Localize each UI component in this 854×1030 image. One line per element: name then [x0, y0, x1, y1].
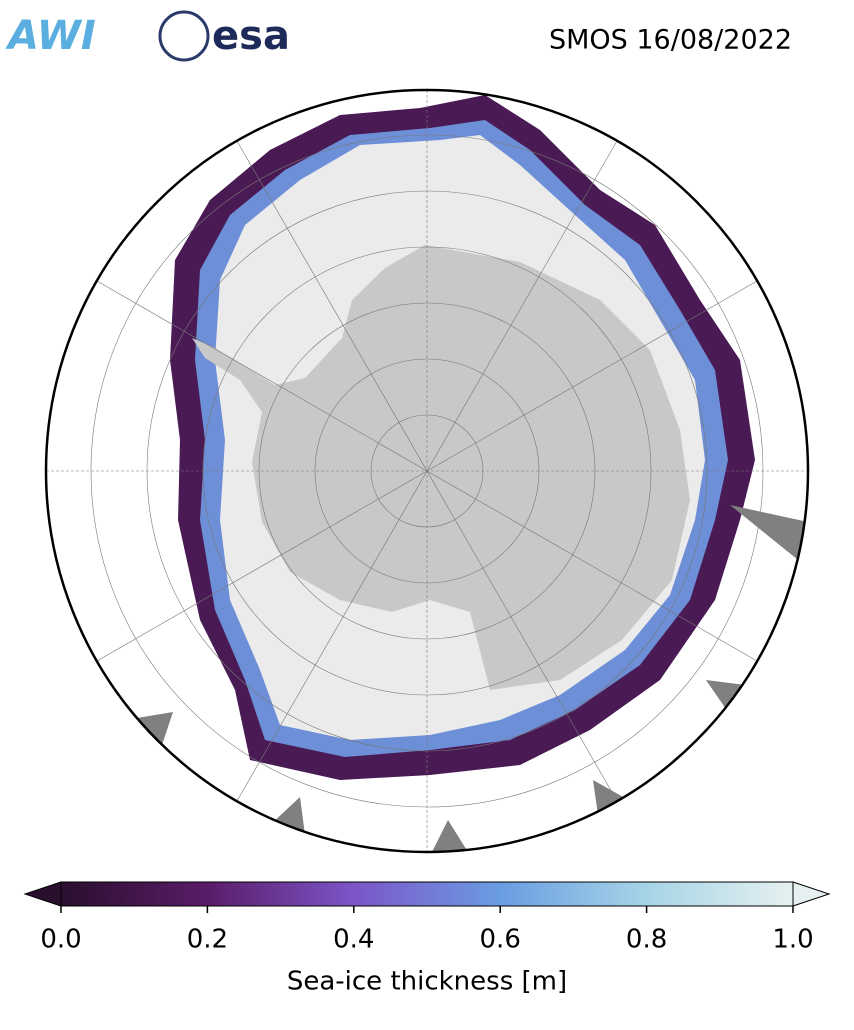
awi-logo: AWI — [5, 13, 96, 59]
colorbar-tick-label: 0.6 — [480, 925, 521, 955]
colorbar-body — [60, 881, 794, 907]
colorbar-tick-label: 1.0 — [772, 925, 813, 955]
map-frame — [44, 88, 810, 854]
colorbar-tick-label: 0.4 — [333, 925, 374, 955]
colorbar: 0.0 0.2 0.4 0.6 0.8 1.0 — [23, 881, 831, 955]
esa-emblem — [158, 10, 210, 62]
colorbar-extend-low — [23, 881, 62, 907]
antarctica — [192, 245, 690, 690]
colorbar-tick-label: 0.8 — [626, 925, 667, 955]
map — [46, 90, 808, 852]
esa-logo: esa — [212, 13, 290, 59]
map-title: SMOS 16/08/2022 — [549, 25, 792, 56]
no-data-wedges — [137, 505, 808, 852]
colorbar-tick-label: 0.2 — [187, 925, 228, 955]
colorbar-tick-label: 0.0 — [40, 925, 81, 955]
colorbar-label: Sea-ice thickness [m] — [287, 967, 567, 997]
colorbar-extend-high — [792, 881, 831, 907]
graticule — [46, 90, 808, 852]
